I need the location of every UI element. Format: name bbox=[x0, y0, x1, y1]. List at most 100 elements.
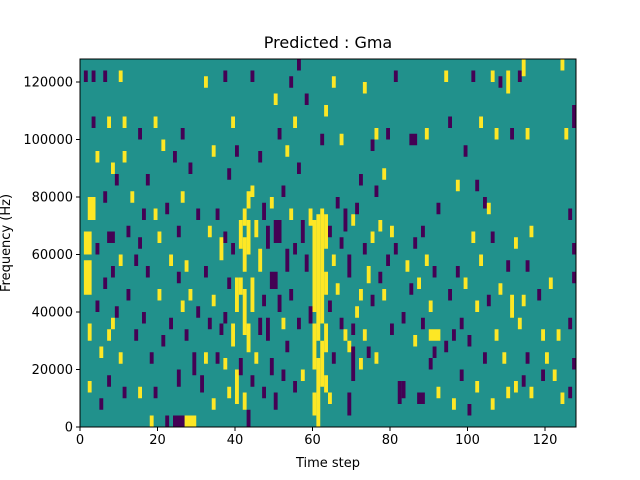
heatmap-cell bbox=[455, 266, 460, 278]
heatmap-cell bbox=[153, 386, 158, 399]
heatmap-cell bbox=[145, 174, 150, 186]
heatmap-cell bbox=[273, 392, 278, 410]
heatmap-cell bbox=[99, 346, 104, 358]
heatmap-cell bbox=[436, 202, 441, 215]
heatmap-cell bbox=[324, 214, 328, 249]
heatmap-cell bbox=[545, 352, 549, 364]
heatmap-cell bbox=[285, 340, 290, 353]
heatmap-cell bbox=[107, 116, 111, 128]
heatmap-cell bbox=[173, 415, 185, 427]
heatmap-cell bbox=[359, 358, 363, 370]
heatmap-cell bbox=[560, 59, 565, 71]
heatmap-cell bbox=[413, 335, 418, 347]
heatmap-cell bbox=[324, 105, 328, 117]
heatmap-cell bbox=[506, 260, 511, 272]
heatmap-cell bbox=[405, 260, 410, 272]
heatmap-cell bbox=[103, 277, 108, 289]
heatmap-cell bbox=[238, 358, 243, 376]
heatmap-cell bbox=[293, 243, 297, 255]
heatmap-cell bbox=[277, 128, 282, 140]
heatmap-cell bbox=[506, 386, 511, 399]
heatmap-cell bbox=[215, 208, 220, 220]
heatmap-cell bbox=[242, 208, 247, 226]
heatmap-cell bbox=[428, 300, 433, 312]
heatmap-cells bbox=[83, 59, 576, 427]
heatmap-cell bbox=[180, 128, 185, 140]
heatmap-cell bbox=[250, 375, 255, 387]
x-tick-label: 120 bbox=[533, 433, 558, 448]
heatmap-cell bbox=[335, 283, 340, 295]
heatmap-cell bbox=[517, 317, 522, 330]
heatmap-cell bbox=[250, 277, 255, 312]
heatmap-cell bbox=[83, 70, 88, 82]
heatmap-cell bbox=[351, 214, 356, 226]
heatmap-cell bbox=[95, 151, 100, 163]
heatmap-cell bbox=[297, 59, 301, 71]
heatmap-cell bbox=[355, 202, 359, 215]
heatmap-cell bbox=[126, 289, 131, 301]
heatmap-cell bbox=[378, 220, 383, 232]
heatmap-cell bbox=[134, 329, 139, 341]
heatmap-cell bbox=[351, 346, 356, 381]
heatmap-cell bbox=[262, 202, 266, 220]
heatmap-cell bbox=[370, 231, 375, 243]
heatmap-cell bbox=[134, 254, 139, 266]
heatmap-cell bbox=[393, 70, 398, 82]
heatmap-cell bbox=[173, 151, 177, 163]
heatmap-cell bbox=[118, 254, 123, 266]
heatmap-cell bbox=[250, 70, 255, 82]
heatmap-cell bbox=[87, 381, 92, 393]
heatmap-cell bbox=[390, 225, 394, 238]
x-axis-ticks: 0 20 40 60 80 100 120 bbox=[76, 427, 558, 448]
heatmap-cell bbox=[475, 179, 480, 192]
heatmap-cell bbox=[281, 317, 286, 330]
y-tick-label: 120000 bbox=[23, 76, 73, 91]
heatmap-cell bbox=[572, 105, 576, 128]
heatmap-cell bbox=[176, 225, 181, 238]
heatmap-cell bbox=[95, 243, 100, 255]
heatmap-cell bbox=[339, 237, 344, 249]
y-tick-label: 100000 bbox=[23, 133, 73, 148]
heatmap-cell bbox=[169, 254, 173, 266]
heatmap-cell bbox=[83, 231, 92, 255]
heatmap-cell bbox=[328, 225, 332, 238]
heatmap-cell bbox=[204, 76, 208, 88]
heatmap-cell bbox=[568, 208, 573, 220]
heatmap-cell bbox=[227, 168, 232, 180]
heatmap-cell bbox=[266, 225, 270, 249]
heatmap-cell bbox=[122, 151, 127, 163]
heatmap-cell bbox=[424, 254, 429, 266]
x-tick-label: 80 bbox=[382, 433, 399, 448]
heatmap-cell bbox=[176, 369, 181, 387]
heatmap-cell bbox=[521, 375, 526, 387]
y-tick-label: 80000 bbox=[32, 191, 73, 206]
heatmap-cell bbox=[118, 70, 123, 82]
heatmap-cell bbox=[514, 381, 518, 393]
x-tick-label: 40 bbox=[227, 433, 244, 448]
heatmap-cell bbox=[347, 340, 352, 353]
heatmap-cell bbox=[231, 323, 235, 347]
heatmap-cell bbox=[548, 277, 553, 289]
heatmap-cell bbox=[486, 294, 491, 307]
heatmap-cell bbox=[95, 300, 100, 312]
heatmap-cell bbox=[459, 369, 464, 381]
heatmap-cell bbox=[122, 116, 127, 128]
heatmap-cell bbox=[223, 358, 228, 370]
heatmap-cell bbox=[417, 277, 421, 289]
heatmap-cell bbox=[494, 128, 499, 140]
heatmap-cell bbox=[114, 306, 119, 318]
heatmap-cell bbox=[196, 208, 201, 220]
heatmap-cell bbox=[165, 202, 170, 215]
heatmap-cell bbox=[362, 82, 367, 94]
heatmap-cell bbox=[378, 271, 383, 284]
heatmap-cell bbox=[223, 312, 228, 324]
heatmap-cell bbox=[273, 220, 282, 243]
heatmap-cell bbox=[114, 174, 119, 186]
heatmap-cell bbox=[572, 271, 576, 284]
heatmap-cell bbox=[448, 289, 452, 301]
heatmap-cell bbox=[157, 231, 162, 243]
heatmap-cell bbox=[483, 197, 487, 209]
heatmap-cell bbox=[138, 386, 142, 399]
heatmap-cell bbox=[370, 294, 375, 307]
heatmap-cell bbox=[273, 93, 278, 105]
